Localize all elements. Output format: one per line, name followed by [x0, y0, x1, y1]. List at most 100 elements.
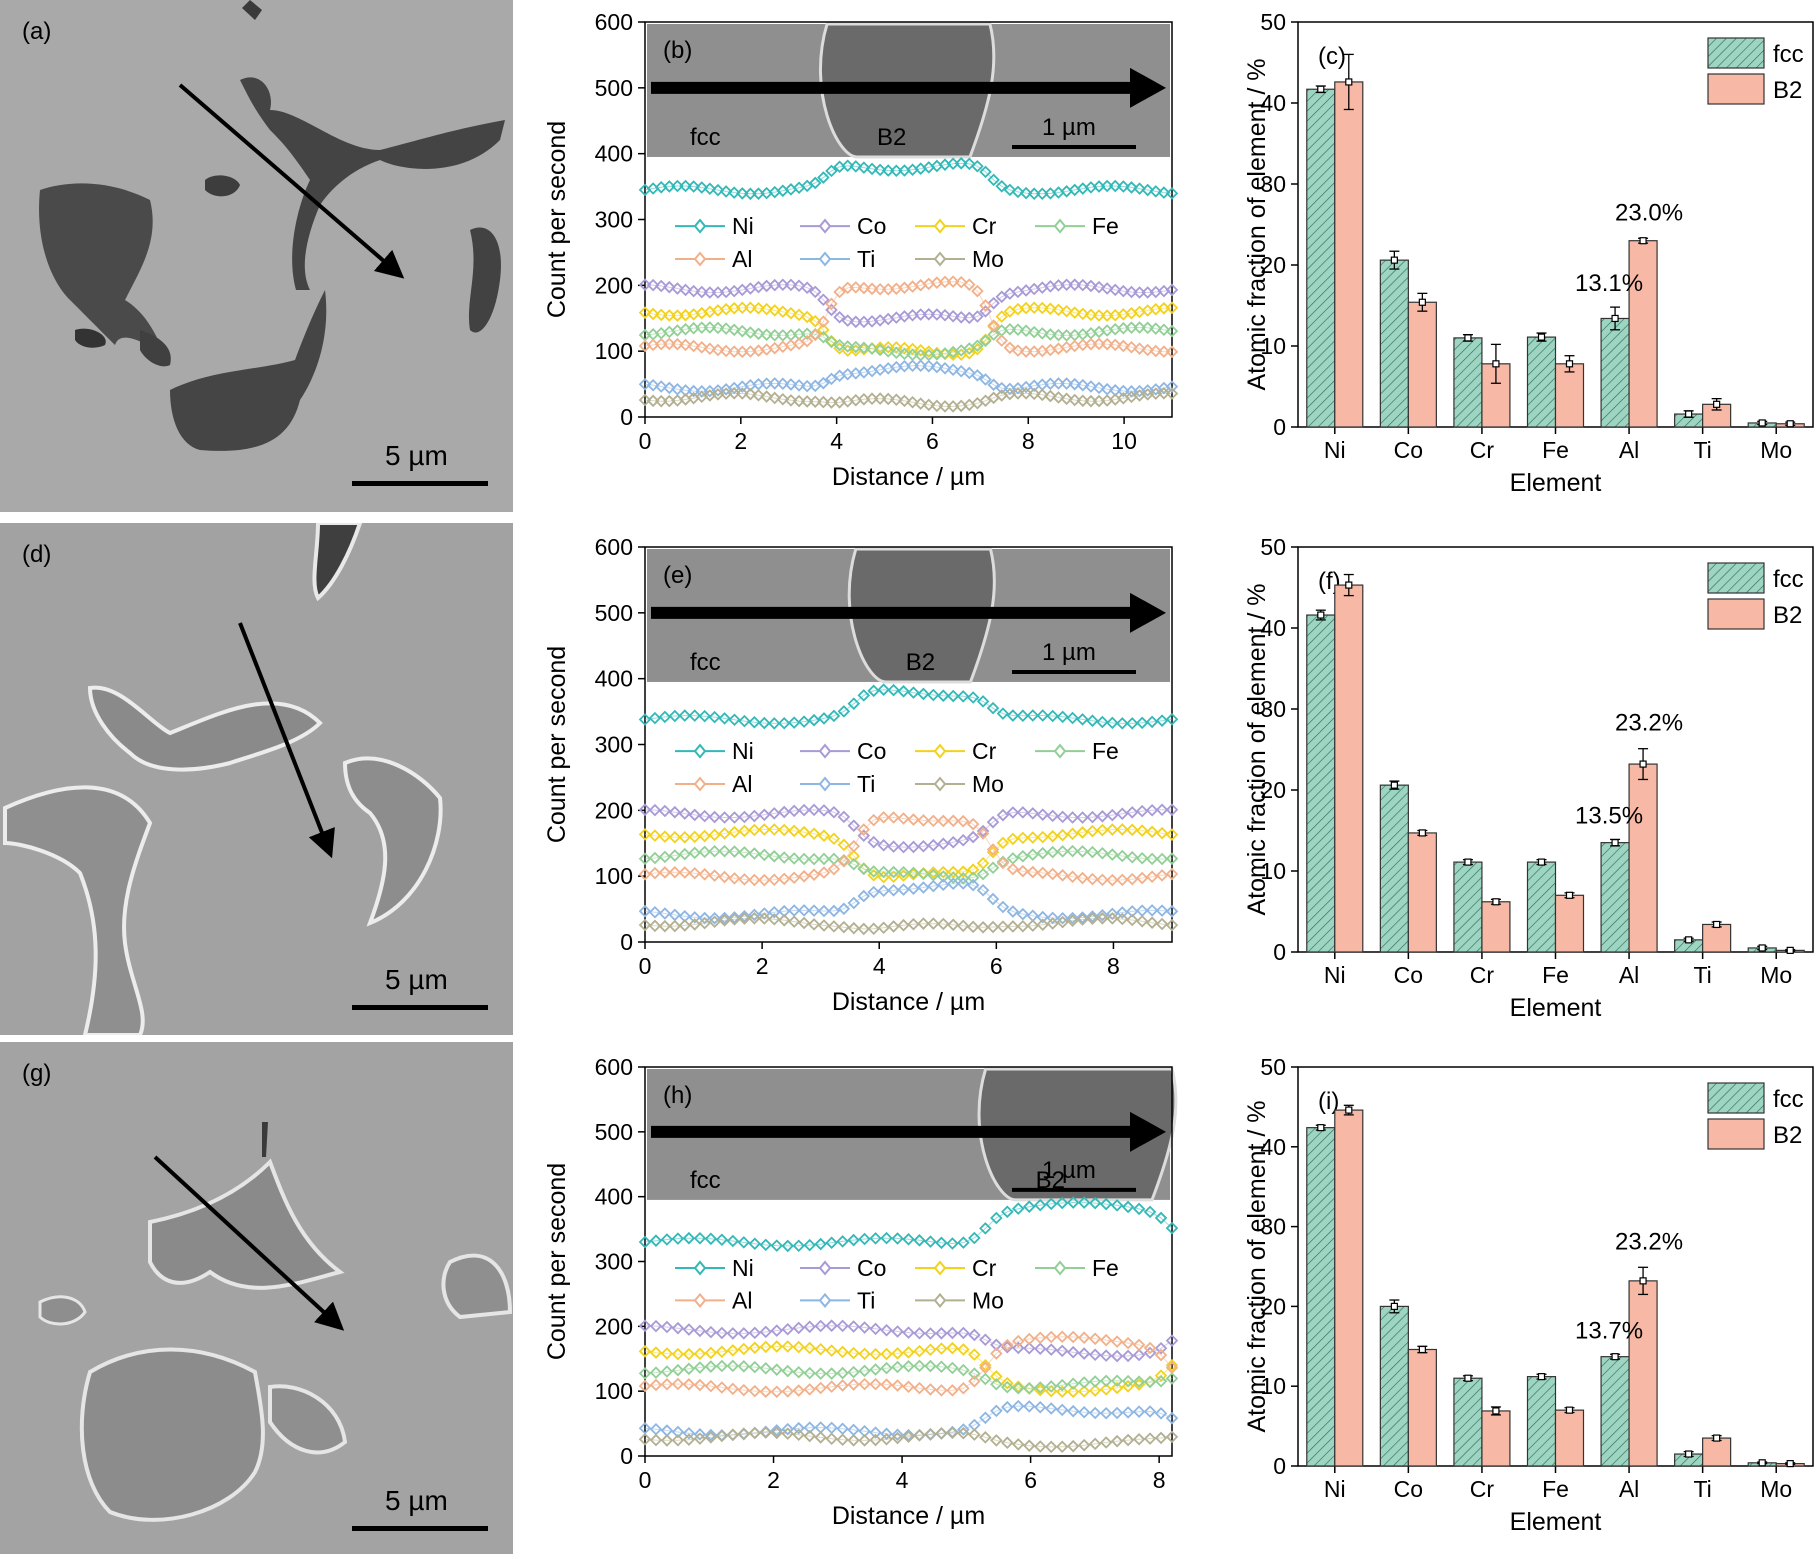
x-tick-label: Al	[1619, 962, 1639, 988]
bar-plot-i: 0 10 20 30 40 50 Element Atomic fraction of ele…	[1190, 1045, 1819, 1554]
mean-marker	[1345, 581, 1353, 589]
legend-label: Al	[732, 246, 752, 272]
data-point-fe	[660, 1365, 674, 1378]
data-point-al	[1165, 1361, 1179, 1375]
legend-item-al: Al	[675, 771, 752, 797]
data-point-ni	[649, 1234, 663, 1247]
y-axis-label: Atomic fraction of element / %	[1243, 583, 1271, 915]
data-point-ni	[827, 709, 841, 723]
data-point-co	[792, 1321, 805, 1335]
data-point-co	[971, 310, 984, 323]
legend-marker	[933, 776, 947, 792]
data-point-ni	[987, 173, 1000, 187]
x-tick-label: 2	[734, 428, 747, 454]
legend-item-ti: Ti	[800, 771, 875, 797]
data-point-ni	[897, 685, 910, 698]
data-point-al	[808, 328, 822, 342]
data-point-ni	[715, 1233, 729, 1247]
data-point-fe	[781, 1364, 795, 1378]
data-point-ni	[1155, 714, 1169, 727]
bar-b2-ni	[1334, 1109, 1364, 1467]
mean-marker	[1464, 858, 1472, 866]
data-point-ni	[1143, 1205, 1157, 1219]
data-point-cr	[836, 1345, 849, 1359]
data-point-ni	[1121, 1200, 1135, 1214]
data-point-ti	[990, 1404, 1003, 1418]
data-point-ti	[867, 885, 880, 899]
data-point-ni	[814, 1237, 827, 1251]
data-point-al	[1121, 1336, 1135, 1350]
data-point-ni	[638, 1235, 652, 1249]
data-point-fe	[976, 867, 990, 881]
data-point-cr	[715, 1345, 729, 1359]
x-tick-label: Mo	[1760, 1476, 1792, 1502]
series-line-co	[644, 284, 1173, 323]
data-point-ti	[836, 1422, 849, 1435]
bar-b2-ni	[1334, 584, 1364, 953]
data-point-mo	[1046, 917, 1059, 930]
bar-fcc-co	[1379, 784, 1409, 953]
data-point-cr	[827, 832, 841, 845]
data-point-co	[996, 808, 1010, 822]
x-tick-label: 4	[896, 1467, 909, 1493]
mean-marker	[1758, 944, 1766, 952]
bar-b2-fe	[1554, 1409, 1585, 1467]
data-point-fe	[759, 1362, 773, 1375]
data-point-al	[1165, 345, 1179, 359]
data-point-ni	[995, 180, 1009, 193]
x-axis-label: Element	[1510, 1508, 1602, 1536]
y-tick-label: 400	[595, 1184, 633, 1210]
legend-label: Fe	[1092, 213, 1119, 239]
legend-item-fe: Fe	[1035, 738, 1119, 764]
x-tick-label: 6	[990, 953, 1003, 979]
data-point-cr	[726, 1344, 740, 1357]
data-point-ni	[807, 713, 821, 727]
series-line-cr	[644, 1346, 1173, 1393]
legend-label-b2: B2	[1773, 1122, 1802, 1149]
legend-marker	[933, 743, 947, 759]
legend-label: Cr	[972, 738, 997, 764]
data-point-fe	[1154, 1374, 1168, 1388]
sem-panel-a: (a) 5 µm	[0, 0, 513, 512]
x-axis-label: Element	[1510, 994, 1602, 1022]
data-point-fe	[1055, 1378, 1069, 1392]
data-point-cr	[1145, 825, 1159, 839]
legend-label: Mo	[972, 1287, 1004, 1313]
data-point-mo	[1165, 918, 1179, 932]
x-tick-label: 8	[1153, 1467, 1166, 1493]
data-point-al	[803, 1383, 816, 1396]
data-point-ni	[836, 1235, 849, 1248]
data-point-cr	[808, 314, 822, 328]
data-point-cr	[963, 346, 976, 360]
data-point-co	[937, 837, 950, 851]
y-tick-label: 0	[620, 1443, 633, 1469]
series-line-cr	[644, 828, 1173, 878]
data-point-co	[767, 807, 781, 820]
data-point-co	[800, 281, 814, 294]
data-point-cr	[1012, 1380, 1025, 1393]
data-point-al	[913, 1381, 926, 1395]
data-point-ni	[971, 159, 984, 173]
series-al	[638, 275, 1179, 359]
y-tick-label: 10	[1260, 333, 1286, 359]
data-point-ti	[847, 896, 861, 910]
y-tick-label: 10	[1260, 858, 1286, 884]
data-point-ni	[924, 1235, 937, 1248]
mean-marker	[1639, 237, 1647, 245]
series-fe	[638, 844, 1179, 885]
data-point-al	[1154, 1348, 1168, 1362]
legend-item-ti: Ti	[800, 1287, 875, 1313]
data-point-al	[1132, 1338, 1146, 1352]
data-point-mo	[792, 1428, 805, 1442]
x-tick-label: Co	[1394, 1476, 1423, 1502]
mean-marker	[1317, 85, 1325, 93]
mean-marker	[1611, 1353, 1619, 1361]
legend: fcc B2	[1707, 562, 1804, 630]
data-point-fe	[1016, 849, 1030, 863]
bar-fcc-fe	[1526, 861, 1557, 953]
data-point-fe	[986, 861, 1000, 875]
legend-label-fcc: fcc	[1773, 41, 1804, 68]
data-point-cr	[924, 1343, 937, 1357]
data-point-cr	[968, 1348, 981, 1361]
legend-label-fcc: fcc	[1773, 1086, 1804, 1113]
